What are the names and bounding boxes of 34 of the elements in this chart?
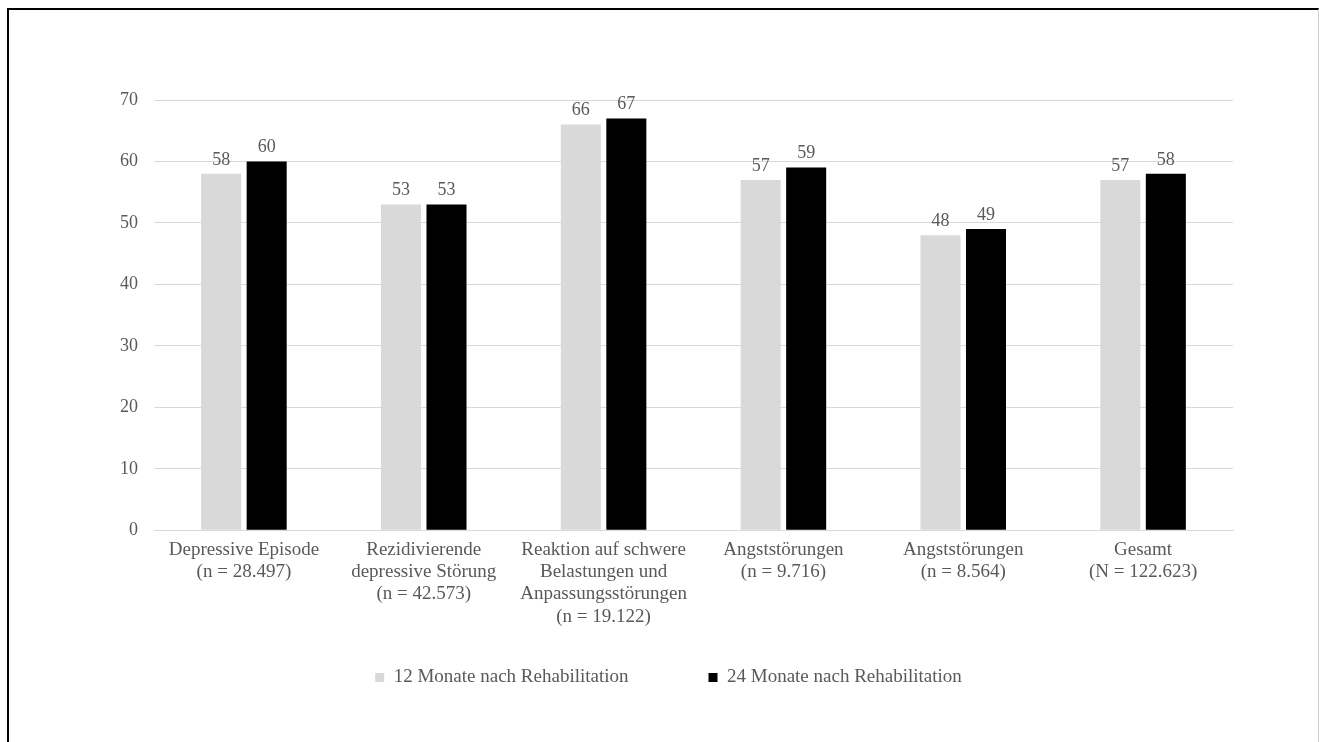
data-label: 48: [931, 209, 950, 230]
y-tick-label: 40: [120, 273, 138, 294]
y-tick-label: 20: [120, 396, 138, 417]
data-label: 49: [977, 203, 995, 224]
data-label: 58: [212, 148, 231, 169]
data-label: 53: [392, 179, 410, 200]
x-tick-label: Reaktion auf schwere Belastungen und Anpassungsstörungen (n = 19.122): [520, 537, 688, 627]
x-tick-label: Gesamt (N = 122.623): [1088, 537, 1198, 582]
data-label: 58: [1156, 148, 1175, 169]
bar: [1145, 173, 1186, 530]
data-label: 57: [1111, 154, 1130, 175]
data-label: 66: [571, 99, 590, 120]
bar: [426, 204, 467, 530]
data-label: 59: [797, 142, 816, 163]
y-tick-label: 50: [120, 211, 138, 232]
x-tick-label: Angststörungen (n = 9.716): [723, 537, 845, 582]
data-label: 60: [257, 136, 276, 157]
bar: [246, 161, 287, 530]
y-tick-label: 10: [120, 457, 138, 478]
x-tick-label: Rezidivierende depressive Störung (n = 42.573): [351, 537, 497, 605]
x-tick-label: Angststörungen (n = 8.564): [903, 537, 1024, 582]
data-label: 67: [617, 93, 636, 114]
data-label: 57: [751, 154, 770, 175]
y-tick-label: 60: [120, 150, 138, 171]
y-tick-label: 0: [129, 519, 138, 540]
bar: [786, 167, 827, 530]
y-tick-label: 70: [120, 88, 138, 109]
y-tick-label: 30: [120, 334, 138, 355]
x-tick-label: Depressive Episode (n = 28.497): [168, 537, 320, 582]
bar: [606, 118, 647, 530]
legend-label: 12 Monate nach Rehabilitation: [393, 665, 629, 687]
bar: [965, 229, 1007, 530]
data-label: 53: [437, 179, 456, 200]
legend-label: 24 Monate nach Rehabilitation: [727, 665, 963, 687]
